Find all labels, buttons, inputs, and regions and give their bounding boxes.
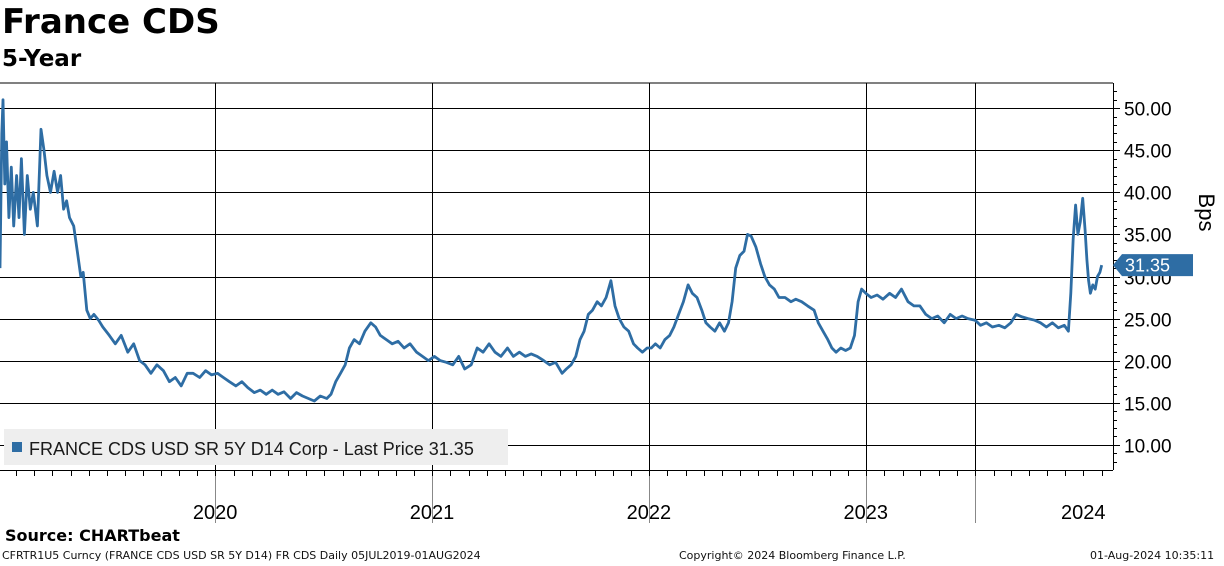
chart-title: France CDS bbox=[2, 2, 220, 42]
y-tick-label: 35.00 bbox=[1124, 226, 1172, 247]
legend-background bbox=[4, 429, 508, 465]
x-tick-label: 2020 bbox=[193, 502, 238, 524]
legend-swatch bbox=[12, 442, 22, 452]
y-axis-label-group: Bps bbox=[1194, 194, 1219, 232]
series-line-france-cds bbox=[0, 98, 1104, 403]
chart-subtitle: 5-Year bbox=[2, 46, 82, 72]
y-tick-label: 50.00 bbox=[1124, 100, 1172, 121]
x-tick-label: 2022 bbox=[627, 502, 672, 524]
footer-timestamp: 01-Aug-2024 10:35:11 bbox=[1090, 549, 1215, 562]
y-tick-label: 25.00 bbox=[1124, 311, 1172, 332]
y-tick-label: 10.00 bbox=[1124, 437, 1172, 458]
y-tick-label: 15.00 bbox=[1124, 395, 1172, 416]
axes: 10.0015.0020.0025.0030.0035.0040.0045.00… bbox=[0, 83, 1172, 524]
y-tick-label: 45.00 bbox=[1124, 142, 1172, 163]
last-price-value: 31.35 bbox=[1125, 256, 1170, 276]
y-tick-label: 40.00 bbox=[1124, 184, 1172, 205]
footer-copyright: Copyright© 2024 Bloomberg Finance L.P. bbox=[679, 549, 906, 562]
x-tick-label: 2021 bbox=[410, 502, 455, 524]
last-price-marker bbox=[1113, 254, 1193, 277]
x-tick-label: 2024 bbox=[1061, 502, 1106, 524]
legend: FRANCE CDS USD SR 5Y D14 Corp - Last Pri… bbox=[4, 429, 508, 465]
y-axis-label: Bps bbox=[1194, 194, 1219, 232]
y-tick-label: 20.00 bbox=[1124, 353, 1172, 374]
series-layer bbox=[0, 98, 1104, 403]
last-price-badge: 31.35 bbox=[1113, 254, 1193, 277]
footer-ticker: CFRTR1U5 Curncy (FRANCE CDS USD SR 5Y D1… bbox=[2, 549, 481, 562]
gridlines bbox=[0, 82, 1113, 523]
source-note: Source: CHARTbeat bbox=[5, 526, 180, 545]
legend-label: FRANCE CDS USD SR 5Y D14 Corp - Last Pri… bbox=[29, 439, 474, 459]
x-tick-label: 2023 bbox=[844, 502, 889, 524]
